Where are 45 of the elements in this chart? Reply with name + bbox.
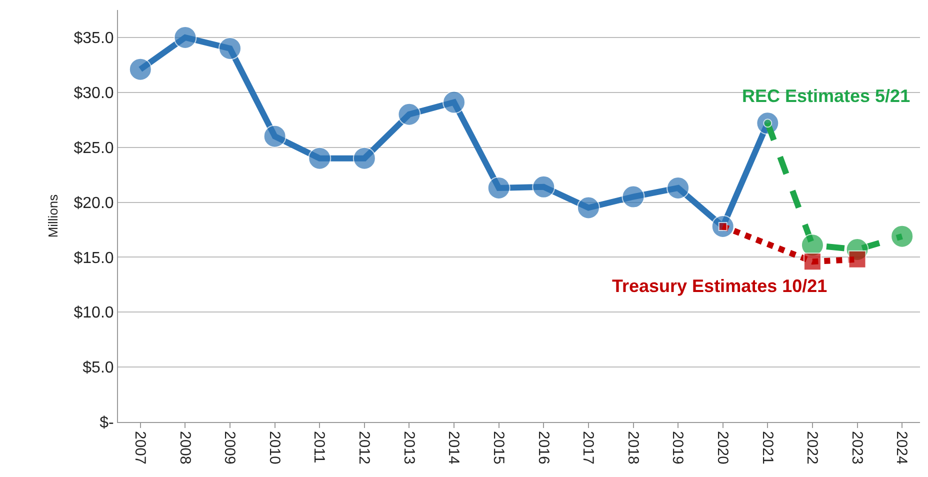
x-tick-label: 2018 — [624, 431, 642, 464]
x-tick-label: 2017 — [580, 431, 597, 464]
x-tick-label: 2024 — [893, 431, 910, 464]
x-tick-label: 2019 — [669, 431, 686, 464]
y-tick-label: $35.0 — [74, 30, 114, 48]
point — [352, 146, 376, 170]
x-tick-label: 2012 — [356, 431, 373, 464]
x-tick-label: 2008 — [176, 431, 194, 464]
point — [622, 185, 645, 208]
y-tick-label: $10.0 — [74, 304, 114, 322]
x-tick-label: 2014 — [445, 431, 462, 464]
x-tick-label: 2010 — [266, 431, 283, 464]
x-tick-label: 2021 — [758, 431, 776, 464]
x-tick-label: 2023 — [848, 431, 866, 464]
point — [442, 90, 466, 114]
y-tick-label: $30.0 — [74, 85, 114, 102]
y-tick-label: $5.0 — [82, 360, 114, 377]
point — [890, 224, 914, 248]
point — [263, 124, 286, 148]
point — [576, 196, 600, 220]
x-tick-label: 2015 — [490, 431, 507, 464]
point — [532, 175, 556, 198]
point — [848, 250, 866, 268]
y-axis-title: Millions — [46, 194, 61, 238]
y-tick-label: $15.0 — [74, 250, 114, 267]
x-tick-label: 2016 — [534, 431, 552, 464]
x-tick-label: 2013 — [400, 431, 418, 464]
point — [487, 176, 510, 200]
y-tick-label: $- — [100, 414, 114, 432]
point — [218, 36, 242, 60]
series-label: Treasury Estimates 10/21 — [612, 276, 828, 296]
x-tick-label: 2011 — [310, 431, 328, 464]
x-tick-label: 2020 — [714, 431, 731, 464]
x-tick-label: 2009 — [221, 431, 238, 464]
point — [174, 26, 197, 49]
point — [308, 146, 332, 170]
point — [666, 176, 690, 200]
x-tick-label: 2022 — [804, 431, 821, 464]
point — [398, 102, 421, 126]
y-tick-label: $20.0 — [74, 194, 114, 212]
point — [803, 252, 822, 271]
point — [128, 58, 152, 81]
x-tick-label: 2007 — [132, 431, 149, 464]
series-label: REC Estimates 5/21 — [742, 86, 910, 106]
y-tick-label: $25.0 — [74, 140, 114, 157]
